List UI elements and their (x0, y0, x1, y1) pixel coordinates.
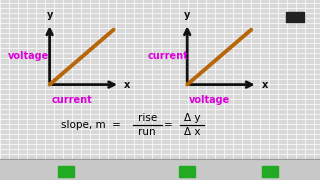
Bar (0, 159, 320, 180)
Text: voltage: voltage (8, 51, 49, 61)
Text: Δ x: Δ x (184, 127, 200, 137)
Text: Δ y: Δ y (184, 113, 200, 123)
Text: slope, m  =: slope, m = (61, 120, 121, 130)
Text: y: y (184, 10, 190, 20)
Text: =: = (164, 120, 172, 130)
FancyBboxPatch shape (179, 166, 195, 177)
Text: current: current (52, 95, 92, 105)
Text: current: current (147, 51, 188, 61)
Text: x: x (124, 80, 130, 90)
FancyBboxPatch shape (262, 166, 278, 177)
Text: voltage: voltage (189, 95, 230, 105)
FancyBboxPatch shape (58, 166, 74, 177)
Text: rise: rise (138, 113, 157, 123)
FancyBboxPatch shape (286, 12, 304, 22)
Text: run: run (138, 127, 156, 137)
Text: y: y (46, 10, 53, 20)
Text: x: x (261, 80, 268, 90)
